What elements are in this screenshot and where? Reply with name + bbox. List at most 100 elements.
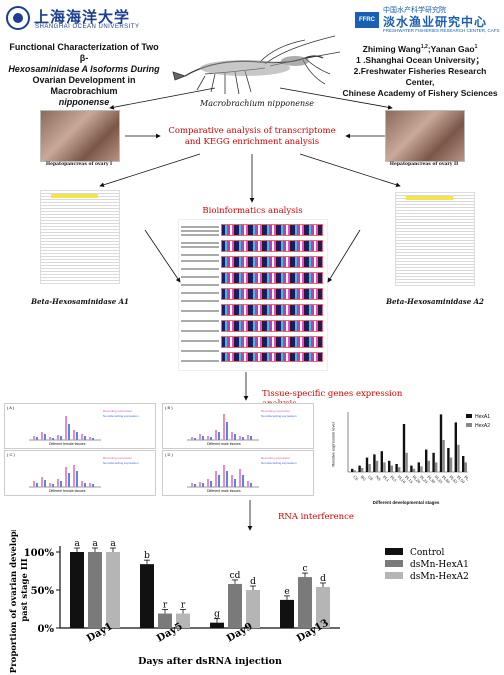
- stage-tick-label: PL35: [434, 475, 444, 485]
- stage-bar-hexa1: [373, 454, 376, 472]
- stage-tick-label: PL10: [397, 475, 407, 485]
- significance-letter: e: [284, 587, 289, 597]
- stage-bar-hexa2: [420, 466, 423, 472]
- shrimp-illustration: [172, 35, 341, 95]
- stage-bar-hexa1: [402, 424, 406, 472]
- stage-bar-hexa1: [454, 422, 457, 472]
- bar-control: [140, 564, 154, 628]
- poster-title: Functional Characterization of Two β- He…: [4, 42, 164, 108]
- stage-bar-hexa2: [449, 457, 453, 472]
- ffrc-name-cn: 淡水渔业研究中心: [383, 15, 488, 29]
- stage-tick-label: PL1: [382, 475, 390, 483]
- legend-swatch-hexa1: [466, 414, 472, 418]
- photo-left-caption: Hepatopancreas of ovary I: [45, 162, 113, 167]
- ffrc-logo: FFRC 中国水产科学研究院 淡水渔业研究中心 FRESHWATER FISHE…: [355, 5, 501, 39]
- affiliation-2: 2.Freshwater Fisheries Research Center,: [353, 65, 487, 87]
- significance-letter: d: [320, 574, 326, 584]
- hepatopancreas-photo-right: [385, 110, 465, 162]
- photo-right-caption: Hepatopancreas of ovary II: [389, 162, 459, 167]
- shou-name-en: SHANGHAI OCEAN UNIVERSITY: [35, 24, 140, 30]
- stage-bar-hexa2: [412, 468, 416, 472]
- species-label: Macrobrachium nipponense: [200, 99, 314, 108]
- bar-control: [70, 552, 84, 628]
- stage-bar-hexa1: [447, 448, 450, 472]
- bar-dsmn-hexa2: [106, 552, 120, 628]
- stage-bar-hexa2: [353, 470, 356, 472]
- bar-dsmn-hexa1: [88, 552, 102, 628]
- significance-letter: r: [181, 601, 186, 611]
- title-line-1: Functional Characterization of Two β-: [9, 42, 159, 63]
- shou-name-cn: 上海海洋大学: [34, 8, 131, 26]
- stage-bar-hexa2: [405, 452, 408, 472]
- tissue-plot-b: ( B ) Recording expression Non-Recording…: [162, 403, 314, 449]
- legend-label: dsMn-HexA2: [410, 572, 469, 582]
- significance-letter: g: [214, 610, 220, 620]
- stage-tick-label: PL20: [411, 475, 421, 485]
- stage-bar-hexa2: [368, 464, 371, 472]
- stage-bar-hexa2: [361, 468, 364, 472]
- hepatopancreas-photo-left: [40, 110, 120, 162]
- legend-label: dsMn-HexA1: [410, 560, 469, 570]
- y-tick-label: 50%: [31, 586, 55, 597]
- stage-bar-hexa1: [365, 457, 369, 472]
- hexa2-label: Beta-Hexosaminidase A2: [386, 297, 484, 306]
- stage-tick-label: NS: [374, 475, 381, 482]
- bar-dsmn-hexa2: [176, 613, 190, 628]
- affiliation-3: Chinese Academy of Fishery Sciences: [342, 87, 498, 98]
- y-axis-label: Proportion of ovarian developmentpast st…: [9, 530, 30, 673]
- sequence-alignment-figure: [178, 219, 328, 371]
- x-axis-label: Days after dsRNA injection: [138, 656, 282, 667]
- stage-bar-hexa2: [464, 462, 467, 472]
- significance-letter: r: [163, 601, 168, 611]
- title-line-2: Hexosaminidase A Isoforms During: [8, 64, 160, 74]
- stage-tick-label: PL55: [463, 475, 468, 485]
- legend-swatch: [385, 548, 403, 555]
- cafs-name: 中国水产科学研究院: [383, 7, 446, 14]
- legend-swatch: [385, 560, 403, 567]
- stage-bar-hexa1: [395, 464, 398, 472]
- university-emblem-icon: [6, 6, 30, 30]
- rnai-bar-chart: 0% 50% 100%Proportion of ovarian developme…: [9, 530, 469, 673]
- title-line-3: Ovarian Development in Macrobrachium: [32, 75, 136, 96]
- significance-letter: a: [74, 539, 80, 549]
- stage-bar-hexa1: [425, 449, 428, 472]
- stage-bar-hexa1: [439, 414, 443, 472]
- tissue-plot-c: ( C ) Recording expression Non-Recording…: [4, 450, 156, 496]
- stage-tick-label: PL50: [456, 475, 466, 485]
- stage-tick-label: PL30: [426, 475, 436, 485]
- stage-bar-hexa1: [462, 456, 465, 472]
- stage-bar-hexa1: [417, 462, 420, 472]
- authors-block: Zhiming Wang1,2;Yanan Gao1 1 .Shanghai O…: [340, 42, 500, 99]
- stage-bar-hexa2: [375, 460, 379, 472]
- ffrc-tag: FFRC: [355, 12, 379, 28]
- affiliation-1: 1 .Shanghai Ocean University；: [355, 54, 484, 65]
- significance-letter: d: [250, 577, 256, 587]
- stage-tick-label: PL5: [389, 475, 397, 483]
- stage-tick-label: BG: [360, 475, 367, 482]
- stage-legend: HexA1 HexA2: [466, 414, 490, 429]
- bioinformatics-label: Bioinformatics analysis: [202, 206, 303, 216]
- rna-interference-label: RNA interference: [278, 512, 354, 522]
- bar-control: [210, 622, 224, 628]
- author-names: Zhiming Wang1,2;Yanan Gao1: [362, 43, 478, 54]
- significance-letter: a: [110, 539, 116, 549]
- significance-letter: c: [302, 564, 307, 574]
- legend-swatch-hexa2: [466, 423, 472, 427]
- hexa2-sequence-doc: [395, 192, 475, 286]
- stage-bar-hexa2: [427, 460, 430, 472]
- y-tick-label: 100%: [24, 548, 55, 559]
- significance-letter: cd: [230, 571, 241, 581]
- ffrc-name-en: FRESHWATER FISHERIES RESEARCH CENTER, CA…: [383, 28, 500, 33]
- bar-dsmn-hexa1: [228, 583, 242, 628]
- stage-tick-label: GS: [367, 475, 374, 482]
- significance-letter: b: [144, 551, 150, 561]
- bar-dsmn-hexa2: [246, 590, 260, 628]
- comparative-analysis-label: Comparative analysis of transcriptome an…: [168, 126, 336, 147]
- stage-bar-hexa1: [358, 465, 361, 472]
- significance-letter: a: [92, 539, 98, 549]
- stage-bar-hexa2: [457, 444, 460, 472]
- stage-bar-hexa1: [432, 452, 435, 472]
- legend-swatch: [385, 572, 403, 579]
- stage-bar-hexa1: [410, 465, 413, 472]
